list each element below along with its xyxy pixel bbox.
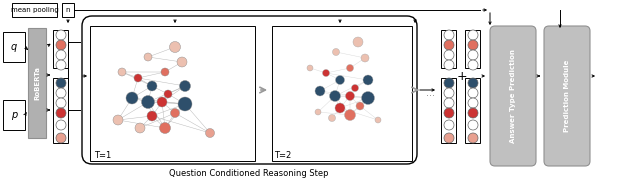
Circle shape (468, 88, 478, 98)
Circle shape (161, 68, 169, 76)
Bar (465, 78, 480, 143)
Circle shape (468, 30, 478, 40)
Circle shape (56, 88, 66, 98)
Circle shape (118, 68, 126, 76)
Circle shape (468, 133, 478, 143)
Bar (441, 30, 456, 68)
Text: q: q (11, 42, 17, 52)
FancyBboxPatch shape (490, 26, 536, 166)
Circle shape (56, 108, 66, 118)
Circle shape (444, 50, 454, 60)
Bar (53, 78, 68, 143)
Bar (90, 26, 255, 161)
Circle shape (56, 78, 66, 88)
Circle shape (330, 90, 340, 102)
Text: T=2: T=2 (275, 150, 292, 159)
Bar (28, 28, 46, 138)
Circle shape (177, 57, 187, 67)
Circle shape (468, 60, 478, 70)
FancyBboxPatch shape (544, 26, 590, 166)
Circle shape (333, 49, 339, 56)
Circle shape (444, 60, 454, 70)
Circle shape (353, 37, 363, 47)
Circle shape (444, 40, 454, 50)
Text: Prediction Module: Prediction Module (564, 60, 570, 132)
Circle shape (344, 110, 355, 121)
Circle shape (157, 97, 167, 107)
Circle shape (351, 85, 358, 92)
Circle shape (468, 78, 478, 88)
Circle shape (147, 81, 157, 91)
Bar (3, 100, 25, 130)
Circle shape (362, 92, 374, 104)
Text: Question Conditioned Reasoning Step: Question Conditioned Reasoning Step (169, 169, 329, 178)
Circle shape (144, 53, 152, 61)
Circle shape (164, 90, 172, 98)
Text: ...: ... (426, 88, 435, 98)
Circle shape (356, 102, 364, 110)
Bar (465, 30, 480, 68)
Circle shape (468, 108, 478, 118)
Circle shape (468, 50, 478, 60)
Circle shape (346, 64, 353, 71)
Circle shape (56, 60, 66, 70)
Text: T=1: T=1 (94, 150, 111, 159)
Circle shape (179, 81, 191, 92)
Circle shape (141, 96, 154, 108)
Text: RoBERTa: RoBERTa (34, 66, 40, 100)
Circle shape (56, 120, 66, 130)
Circle shape (444, 120, 454, 130)
Circle shape (205, 129, 214, 138)
Circle shape (56, 30, 66, 40)
Circle shape (335, 75, 344, 85)
Circle shape (361, 54, 369, 62)
Circle shape (147, 111, 157, 121)
Bar (3, 32, 25, 62)
Circle shape (56, 50, 66, 60)
Circle shape (335, 103, 345, 113)
Circle shape (135, 123, 145, 133)
Text: n: n (66, 7, 70, 13)
Text: mean pooling: mean pooling (11, 7, 58, 13)
Circle shape (56, 98, 66, 108)
Circle shape (56, 40, 66, 50)
Circle shape (346, 92, 355, 100)
Circle shape (363, 75, 373, 85)
Text: Answer Type Prediction: Answer Type Prediction (510, 49, 516, 143)
Circle shape (468, 120, 478, 130)
Circle shape (444, 88, 454, 98)
Circle shape (159, 123, 170, 134)
Bar (441, 78, 456, 143)
Bar (53, 30, 68, 68)
Text: +: + (457, 70, 467, 83)
Bar (62, 3, 74, 17)
Circle shape (468, 40, 478, 50)
Circle shape (444, 78, 454, 88)
Text: p: p (11, 110, 17, 120)
Circle shape (468, 98, 478, 108)
Circle shape (56, 133, 66, 143)
Circle shape (444, 30, 454, 40)
Circle shape (315, 109, 321, 115)
Circle shape (444, 108, 454, 118)
Circle shape (134, 74, 142, 82)
Circle shape (178, 97, 192, 111)
Circle shape (444, 98, 454, 108)
Circle shape (375, 117, 381, 123)
Circle shape (170, 41, 180, 52)
Circle shape (328, 115, 335, 121)
Circle shape (315, 86, 325, 96)
Circle shape (126, 92, 138, 104)
Bar (12, 3, 57, 17)
Circle shape (170, 108, 179, 117)
Circle shape (113, 115, 123, 125)
FancyBboxPatch shape (82, 16, 417, 164)
Circle shape (444, 133, 454, 143)
Circle shape (323, 70, 330, 77)
Bar (272, 26, 412, 161)
Circle shape (307, 65, 313, 71)
